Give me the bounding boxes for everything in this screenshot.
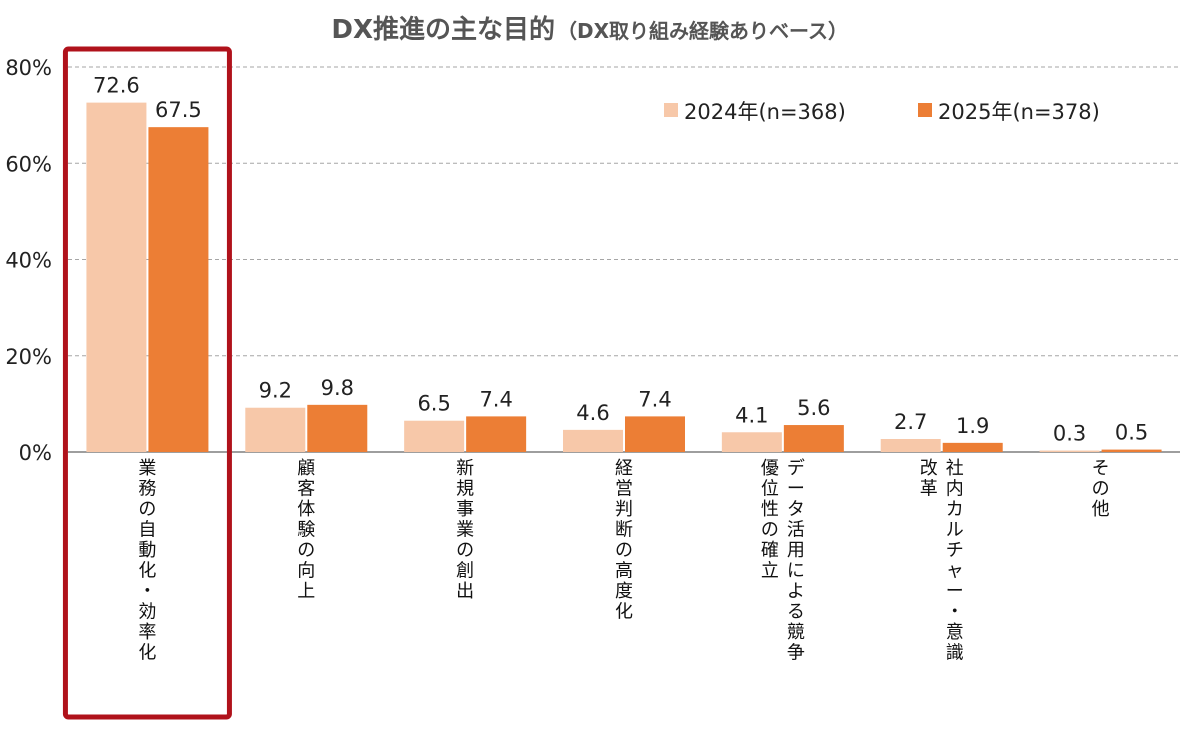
category-label: 新規事業の創出 (456, 458, 474, 602)
y-tick-label: 20% (5, 345, 52, 369)
y-tick-label: 40% (5, 249, 52, 273)
bar-2024 (721, 432, 782, 452)
category-label: 優位性の確立 (761, 458, 779, 582)
legend-swatch (918, 103, 932, 117)
y-tick-label: 60% (5, 152, 52, 176)
data-label: 72.6 (93, 74, 140, 98)
highlight-box (62, 46, 232, 720)
bar-2025 (783, 425, 844, 452)
category-label: その他 (1092, 458, 1110, 520)
highlight-frame (62, 46, 232, 720)
legend-label: 2024年(n=368) (684, 100, 846, 124)
category-label: 経営判断の高度化 (615, 458, 633, 623)
data-label: 0.5 (1115, 421, 1148, 445)
bar-2024 (245, 407, 306, 452)
data-labels: 72.6 67.5 9.2 9.8 6.5 7.4 4.6 7.4 4.1 5.6 2.7 1.9 0.… (93, 74, 1148, 446)
gridlines (68, 66, 1180, 357)
bars (86, 102, 1162, 453)
bar-2025 (942, 442, 1003, 452)
data-label: 1.9 (956, 414, 989, 438)
legend: 2024年(n=368) 2025年(n=378) (664, 100, 1100, 124)
data-label: 7.4 (479, 387, 512, 411)
data-label: 2.7 (894, 410, 927, 434)
bar-2025 (307, 404, 368, 452)
category-label: 社内カルチャー・意識 (946, 458, 964, 664)
legend-label: 2025年(n=378) (938, 100, 1100, 124)
bar-2025 (148, 127, 209, 452)
category-label: データ活用による競争 (787, 458, 805, 664)
category-label: 業務の自動化・効率化 (138, 458, 156, 664)
bar-2024 (404, 420, 465, 452)
data-label: 7.4 (638, 387, 671, 411)
data-label: 0.3 (1053, 422, 1086, 446)
chart-subtitle: （DX取り組み経験ありベース） (557, 19, 848, 43)
data-label: 6.5 (417, 392, 450, 416)
data-label: 67.5 (155, 98, 202, 122)
category-label: 顧客体験の向上 (297, 458, 315, 602)
data-label: 9.2 (259, 379, 292, 403)
data-label: 5.6 (797, 396, 830, 420)
data-label: 9.8 (321, 376, 354, 400)
bar-2024 (1039, 450, 1100, 452)
y-axis: 0% 20% 40% 60% 80% (5, 56, 1180, 465)
bar-2025 (1101, 449, 1162, 452)
category-labels: 業務の自動化・効率化 顧客体験の向上 新規事業の創出 経営判断の高度化 データ活用による… (138, 458, 1109, 664)
bar-2025 (466, 416, 527, 452)
data-label: 4.6 (576, 401, 609, 425)
bar-2024 (563, 429, 623, 452)
category-label: 改革 (920, 458, 938, 500)
data-label: 4.1 (735, 403, 768, 427)
y-tick-label: 80% (5, 56, 52, 80)
bar-2024 (880, 439, 941, 452)
bar-2024 (86, 102, 147, 453)
chart-title: DX推進の主な目的 (331, 14, 555, 45)
bar-2025 (625, 416, 685, 452)
y-tick-label: 0% (19, 441, 52, 465)
legend-swatch (664, 103, 678, 117)
